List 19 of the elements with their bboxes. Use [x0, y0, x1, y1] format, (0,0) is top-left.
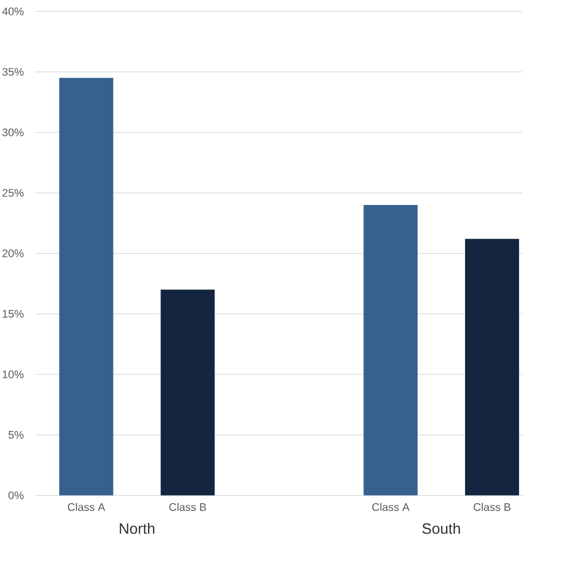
y-tick-label: 40%	[2, 7, 24, 16]
text: South	[422, 522, 460, 534]
y-tick-label: 5%	[8, 430, 24, 439]
y-tick-label: 10%	[2, 370, 24, 378]
x-tick-label: Class A	[68, 502, 106, 511]
bar	[160, 290, 215, 496]
y-tick-label: 35%	[2, 68, 24, 76]
y-tick-label: 0%	[8, 491, 24, 500]
bar	[465, 238, 520, 496]
y-tick-label: 30%	[2, 128, 24, 136]
x-tick-label: Class B	[474, 502, 510, 511]
y-tick-label: 20%	[2, 249, 24, 258]
bar	[59, 78, 114, 496]
y-tick-label: 15%	[2, 310, 24, 318]
bar	[364, 204, 418, 496]
x-tick-label: Class B	[169, 502, 206, 511]
x-tick-label: Class A	[372, 502, 410, 511]
y-tick-label: 25%	[2, 188, 24, 197]
text: North	[120, 522, 154, 534]
